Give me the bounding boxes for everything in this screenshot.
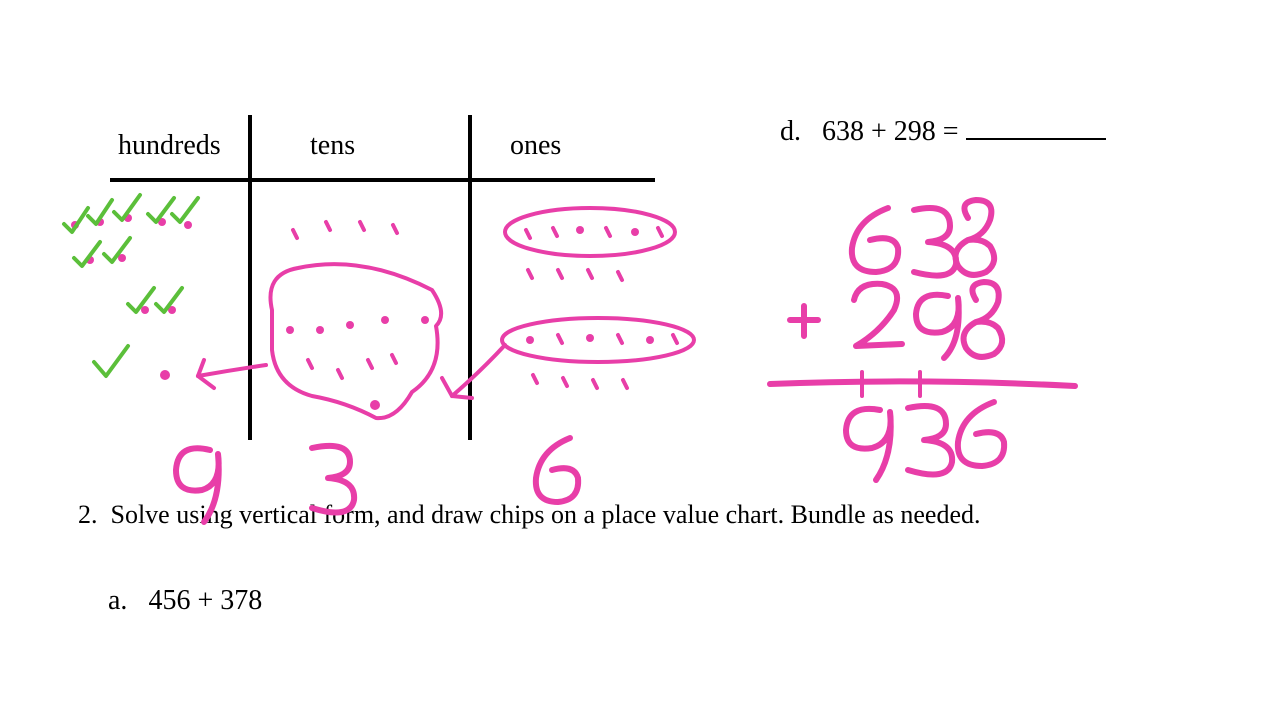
question-2a-expression: 456 + 378 — [148, 585, 262, 616]
bundle-ones-bottom — [502, 318, 694, 362]
question-2: 2. Solve using vertical form, and draw c… — [78, 500, 980, 530]
question-2-number: 2. — [78, 500, 98, 529]
bundle-ones-top — [505, 208, 675, 256]
arrow-tens-to-hundreds — [198, 365, 266, 376]
place-value-header-hundreds: hundreds — [118, 130, 221, 162]
bundle-tens — [270, 264, 441, 418]
question-2-text: Solve using vertical form, and draw chip… — [111, 500, 981, 529]
plus-sign — [790, 306, 818, 336]
problem-d: d. 638 + 298 = — [780, 110, 1106, 148]
sum-line — [770, 381, 1075, 386]
question-2a-letter: a. — [108, 585, 127, 616]
arrow-ones-to-tens — [452, 345, 505, 396]
digit-6 — [536, 438, 578, 502]
problem-d-letter: d. — [780, 116, 801, 147]
problem-d-expression: 638 + 298 = — [822, 116, 959, 147]
problem-d-blank — [966, 110, 1106, 140]
place-value-header-tens: tens — [310, 130, 355, 162]
question-2a: a. 456 + 378 — [108, 585, 262, 617]
place-value-header-ones: ones — [510, 130, 561, 162]
